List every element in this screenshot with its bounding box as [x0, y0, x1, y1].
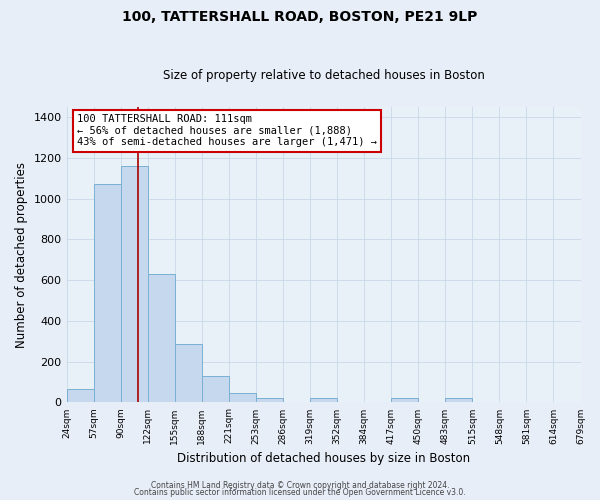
Bar [229, 392, 256, 402]
Text: 100 TATTERSHALL ROAD: 111sqm
← 56% of detached houses are smaller (1,888)
43% of: 100 TATTERSHALL ROAD: 111sqm ← 56% of de… [77, 114, 377, 148]
Bar [256, 398, 283, 402]
Bar [202, 376, 229, 402]
Text: Contains public sector information licensed under the Open Government Licence v3: Contains public sector information licen… [134, 488, 466, 497]
Text: Contains HM Land Registry data © Crown copyright and database right 2024.: Contains HM Land Registry data © Crown c… [151, 480, 449, 490]
X-axis label: Distribution of detached houses by size in Boston: Distribution of detached houses by size … [177, 452, 470, 465]
Bar [67, 389, 94, 402]
Bar [445, 398, 472, 402]
Bar [121, 166, 148, 402]
Bar [310, 398, 337, 402]
Bar [175, 344, 202, 403]
Bar [94, 184, 121, 402]
Title: Size of property relative to detached houses in Boston: Size of property relative to detached ho… [163, 69, 484, 82]
Text: 100, TATTERSHALL ROAD, BOSTON, PE21 9LP: 100, TATTERSHALL ROAD, BOSTON, PE21 9LP [122, 10, 478, 24]
Bar [148, 274, 175, 402]
Y-axis label: Number of detached properties: Number of detached properties [15, 162, 28, 348]
Bar [391, 398, 418, 402]
